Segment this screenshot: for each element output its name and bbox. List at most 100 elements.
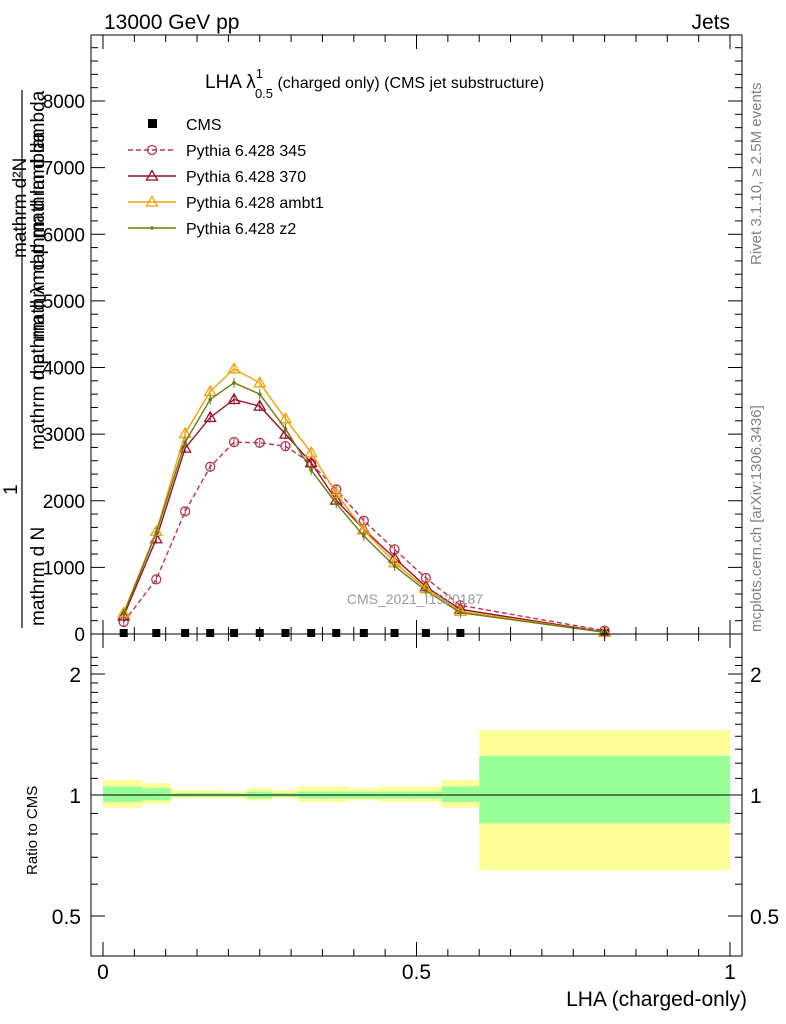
series-line [123, 367, 605, 634]
series-marker [145, 195, 159, 207]
cms-point [307, 629, 316, 638]
ratio-tick-label-right: 2 [750, 664, 762, 687]
series-marker [121, 612, 126, 616]
series-marker [253, 399, 267, 411]
series-marker [283, 426, 288, 431]
series-marker [117, 609, 131, 621]
x-tick-label: 0.5 [402, 961, 431, 984]
chart-title: LHA λ1 0.5 (charged only) (CMS jet substr… [205, 66, 544, 101]
ratio-tick-label: 2 [69, 664, 81, 687]
cms-point [359, 629, 368, 638]
title-main: LHA λ [205, 72, 256, 93]
watermark: CMS_2021_I1920187 [347, 591, 483, 607]
series-marker [232, 381, 236, 385]
ratio-tick-label: 1 [69, 785, 81, 808]
legend-cms-marker [148, 119, 157, 128]
series-marker [205, 461, 216, 472]
series-marker [334, 501, 339, 506]
title-sub: 0.5 [255, 86, 273, 101]
legend-label: Pythia 6.428 345 [186, 143, 306, 160]
mcplots-note: mcplots.cern.ch [arXiv:1306.3436] [748, 405, 765, 632]
series-marker [228, 436, 240, 448]
series-marker [183, 440, 187, 444]
y-tick-label: 7000 [43, 159, 85, 180]
cms-point [119, 629, 128, 638]
cms-point [230, 629, 239, 638]
ratio-tick-label-right: 1 [750, 785, 762, 808]
y-tick-label: 5000 [43, 292, 85, 313]
cms-point [281, 629, 290, 638]
series-marker [280, 440, 291, 452]
series-marker [257, 392, 262, 396]
y-axis-label: mathrm d²N mathrm d p mathrm d lambda 1 … [1, 90, 49, 628]
series-marker [304, 445, 318, 458]
legend: CMS Pythia 6.428 345 Pythia 6.428 370 Pythi… [128, 117, 324, 238]
ratio-panel: 0.5 0.5 1 1 2 2 0 0.5 1 [52, 633, 779, 984]
series-marker [424, 588, 428, 593]
title-sup: 1 [256, 66, 263, 81]
x-axis-label: LHA (charged-only) [566, 988, 747, 1011]
series-marker [151, 574, 162, 585]
y-tick-label: 3000 [43, 425, 85, 446]
y-tick-label: 1000 [43, 558, 85, 579]
series-marker [146, 144, 158, 156]
cms-point [456, 629, 465, 638]
y-tick-label: 6000 [43, 225, 85, 246]
series-layer [117, 362, 612, 638]
series-line [123, 441, 605, 632]
series-marker [329, 486, 343, 499]
series-marker [309, 468, 313, 472]
series-marker [254, 437, 265, 448]
series-marker [458, 610, 463, 615]
y-label-one: 1 [1, 484, 22, 495]
ratio-tick-label-right: 0.5 [750, 906, 779, 929]
y-label-num-bottom: mathrm d p mathrm d lambda [28, 90, 49, 340]
y-label-den-right: mathrm d p [28, 354, 49, 450]
x-tick-label: 0 [97, 961, 109, 984]
y-label-num-top: mathrm d²N [10, 158, 31, 258]
main-axes: 0 1000 2000 3000 4000 5000 6000 7000 8000 [43, 34, 743, 646]
series-line [123, 382, 605, 634]
ratio-y-label: Ratio to CMS [24, 786, 41, 875]
ratio-band-inner [141, 788, 171, 801]
rivet-note: Rivet 3.1.10, ≥ 2.5M events [748, 83, 765, 266]
cms-point [206, 629, 215, 638]
cms-point [332, 629, 341, 638]
header-left: 13000 GeV pp [104, 11, 239, 34]
series-marker [227, 392, 241, 405]
series-marker [392, 564, 397, 568]
cms-point [390, 629, 399, 638]
cms-point [152, 629, 161, 638]
ratio-band-inner [103, 786, 142, 803]
y-tick-label: 2000 [43, 492, 85, 513]
y-label-den-left: mathrm d N [28, 527, 49, 626]
legend-label: Pythia 6.428 z2 [186, 221, 296, 238]
header-right: Jets [691, 11, 730, 34]
cms-point [421, 629, 430, 638]
series-marker [150, 226, 154, 230]
title-rest: (charged only) (CMS jet substructure) [273, 75, 544, 92]
series-marker [227, 362, 241, 374]
ratio-tick-label: 0.5 [52, 906, 81, 929]
legend-label: Pythia 6.428 ambt1 [186, 195, 324, 212]
y-tick-label: 0 [74, 625, 85, 646]
y-tick-label: 4000 [43, 359, 85, 380]
series-marker [253, 376, 267, 388]
legend-label: Pythia 6.428 370 [186, 169, 306, 186]
series-marker [178, 441, 192, 453]
series-marker [203, 410, 217, 423]
ratio-band-inner [479, 756, 730, 824]
series-marker [145, 169, 159, 181]
legend-cms-label: CMS [186, 117, 222, 134]
series-marker [179, 506, 191, 517]
series-marker [278, 412, 293, 424]
cms-point [181, 629, 190, 638]
series-marker [154, 530, 159, 535]
y-tick-label: 8000 [43, 92, 85, 113]
series-marker [362, 534, 366, 538]
series-marker [208, 397, 213, 402]
x-tick-label: 1 [724, 961, 736, 984]
y-label-den-mid: mathrm d λ mathrm d lambda [28, 131, 49, 380]
ratio-band-inner [441, 786, 480, 803]
